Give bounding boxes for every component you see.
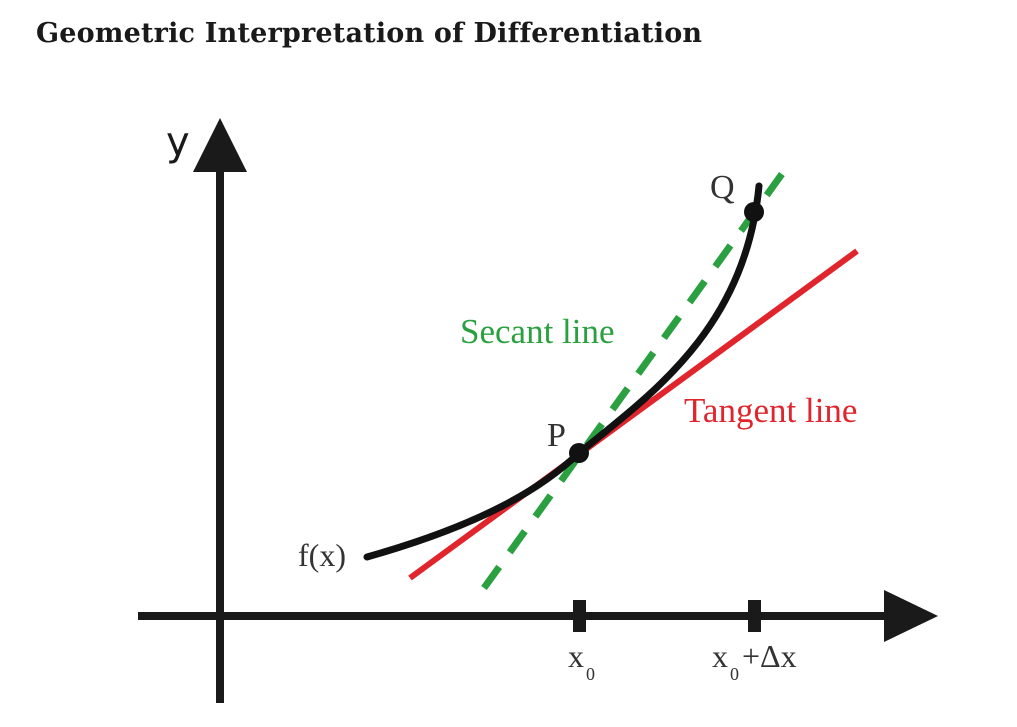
x0-dx-tick-label: x 0 +Δx [712, 638, 797, 684]
curve-label: f(x) [298, 537, 346, 573]
point-q-label: Q [710, 169, 735, 206]
y-axis-arrowhead [193, 118, 247, 172]
point-q [744, 202, 764, 222]
secant-line [481, 157, 795, 591]
x0-tick-label: x 0 [568, 638, 595, 684]
x0-dx-tick-label-suffix: +Δx [742, 638, 797, 674]
function-curve [363, 182, 763, 561]
x0-tick-label-subscript: 0 [586, 664, 595, 684]
page-title: Geometric Interpretation of Differentiat… [36, 18, 703, 49]
x0-tick [573, 600, 586, 632]
point-p [569, 443, 589, 463]
tangent-line-label: Tangent line [684, 391, 857, 430]
x0-dx-tick [748, 600, 761, 632]
point-p-label: P [547, 417, 566, 454]
y-axis-label: y [166, 119, 190, 165]
x-axis-arrowhead [884, 590, 938, 642]
x0-dx-tick-label-main: x [712, 638, 728, 674]
x0-dx-tick-label-subscript: 0 [730, 664, 739, 684]
x0-tick-label-main: x [568, 638, 584, 674]
secant-line-label: Secant line [460, 312, 615, 351]
tangent-line [408, 248, 859, 581]
